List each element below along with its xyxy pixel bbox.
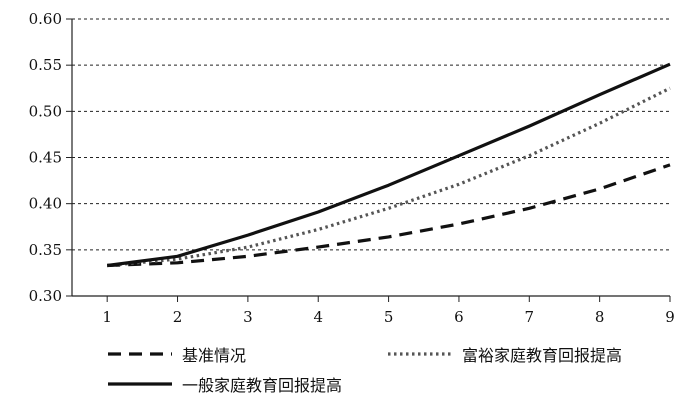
y-tick-label: 0.35 <box>29 241 62 259</box>
y-tick-label: 0.30 <box>29 287 62 305</box>
series-line-dotted <box>107 86 671 268</box>
series-lines <box>106 62 671 268</box>
x-tick-label: 2 <box>173 308 183 326</box>
gridlines <box>66 18 670 297</box>
x-tick-label: 4 <box>313 308 323 326</box>
x-tick-label: 7 <box>525 308 535 326</box>
x-tick-label: 5 <box>384 308 394 326</box>
x-tick-label: 3 <box>243 308 253 326</box>
x-tick-label: 8 <box>595 308 605 326</box>
y-tick-label: 0.50 <box>29 102 62 120</box>
x-tick-label: 6 <box>454 308 464 326</box>
axes <box>71 19 670 297</box>
y-tick-labels: 0.30 0.35 0.40 0.45 0.50 0.55 0.60 <box>29 10 62 305</box>
x-tick-label: 9 <box>665 308 675 326</box>
y-tick-label: 0.40 <box>29 195 62 213</box>
x-tick-labels: 1 2 3 4 5 6 7 8 9 <box>102 296 675 326</box>
series-line-dashed <box>107 163 671 268</box>
x-tick-label: 1 <box>102 308 112 326</box>
y-tick-label: 0.45 <box>29 149 62 167</box>
series-line-solid <box>106 62 671 268</box>
y-tick-label: 0.55 <box>29 56 62 74</box>
y-tick-label: 0.60 <box>29 10 62 28</box>
